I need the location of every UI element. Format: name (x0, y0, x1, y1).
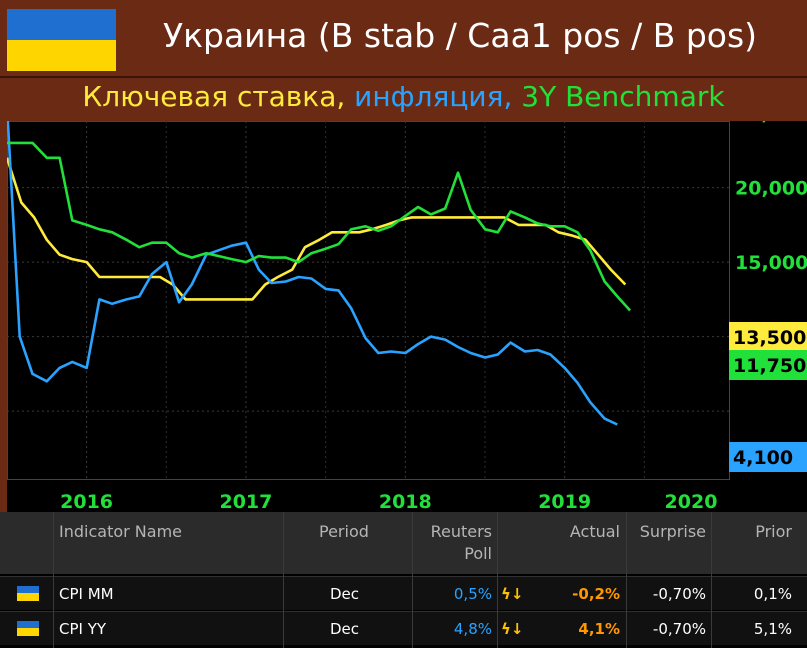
subtitle-benchmark: 3Y Benchmark (512, 80, 725, 113)
last-value-label-key_rate: 13,500 (733, 327, 806, 349)
flash-down-icon: ϟ↓ (501, 620, 524, 638)
header-divider (0, 76, 807, 78)
cell-prior: 0,1% (753, 585, 792, 603)
last-value-label-benchmark: 11,750 (733, 355, 806, 377)
table-header: Indicator Name Period Reuters Poll Actua… (0, 512, 807, 574)
cell-actual: -0,2% (572, 585, 620, 603)
y-tick-label: 15,000 (735, 252, 807, 274)
cell-surprise: -0,70% (652, 585, 706, 603)
cell-indicator: CPI YY (59, 620, 107, 638)
x-tick-label: 2019 (538, 491, 591, 512)
subtitle-key-rate: Ключевая ставка, (82, 80, 346, 113)
series-line-benchmark (7, 141, 632, 312)
cell-poll: 4,8% (453, 620, 492, 638)
ukraine-flag-icon (17, 621, 39, 636)
column-divider (626, 512, 627, 648)
table-row[interactable]: CPI MM Dec 0,5% ϟ↓ -0,2% -0,70% 0,1% (0, 576, 807, 610)
last-value-badge-benchmark (729, 350, 807, 380)
line-chart: 25,00020,00015,00010,00013,5004,10011,75… (7, 121, 807, 512)
x-tick-label: 2018 (379, 491, 432, 512)
table-row[interactable]: CPI YY Dec 4,8% ϟ↓ 4,1% -0,70% 5,1% (0, 611, 807, 645)
cell-surprise: -0,70% (652, 620, 706, 638)
y-tick-label: 25,000 (735, 121, 807, 125)
cell-prior: 5,1% (753, 620, 792, 638)
cell-indicator: CPI MM (59, 585, 114, 603)
header-period[interactable]: Period (319, 522, 369, 541)
series-line-inflation (7, 121, 618, 426)
column-divider (711, 512, 712, 648)
column-divider (497, 512, 498, 648)
subtitle-inflation: инфляция, (345, 80, 513, 113)
last-value-label-inflation: 4,100 (733, 447, 793, 469)
y-tick-label: 20,000 (735, 178, 807, 200)
x-tick-label: 2020 (665, 491, 718, 512)
column-divider (412, 512, 413, 648)
column-divider (53, 512, 54, 648)
ukraine-flag-icon (17, 586, 39, 601)
cell-period: Dec (330, 620, 360, 638)
column-divider (283, 512, 284, 648)
series-line-key_rate (7, 157, 627, 301)
x-tick-label: 2016 (60, 491, 113, 512)
cell-period: Dec (330, 585, 360, 603)
last-value-badge-inflation (729, 442, 807, 472)
flash-down-icon: ϟ↓ (501, 585, 524, 603)
header-reuters-poll[interactable]: Reuters Poll (430, 522, 492, 563)
header-indicator-name[interactable]: Indicator Name (59, 522, 182, 541)
header-prior[interactable]: Prior (755, 522, 792, 541)
plot-border (7, 121, 730, 480)
x-tick-label: 2017 (219, 491, 272, 512)
chart-subtitle: Ключевая ставка, инфляция, 3Y Benchmark (0, 80, 807, 113)
header: Украина (B stab / Caa1 pos / B pos) (0, 0, 807, 76)
indicator-table: Indicator Name Period Reuters Poll Actua… (0, 512, 807, 648)
last-value-badge-key_rate (729, 322, 807, 352)
page-title: Украина (B stab / Caa1 pos / B pos) (162, 16, 758, 55)
cell-actual: 4,1% (578, 620, 620, 638)
ukraine-flag-icon (7, 9, 116, 71)
chart-area: 25,00020,00015,00010,00013,5004,10011,75… (7, 121, 807, 512)
header-actual[interactable]: Actual (569, 522, 620, 541)
cell-poll: 0,5% (453, 585, 492, 603)
header-surprise[interactable]: Surprise (639, 522, 706, 541)
